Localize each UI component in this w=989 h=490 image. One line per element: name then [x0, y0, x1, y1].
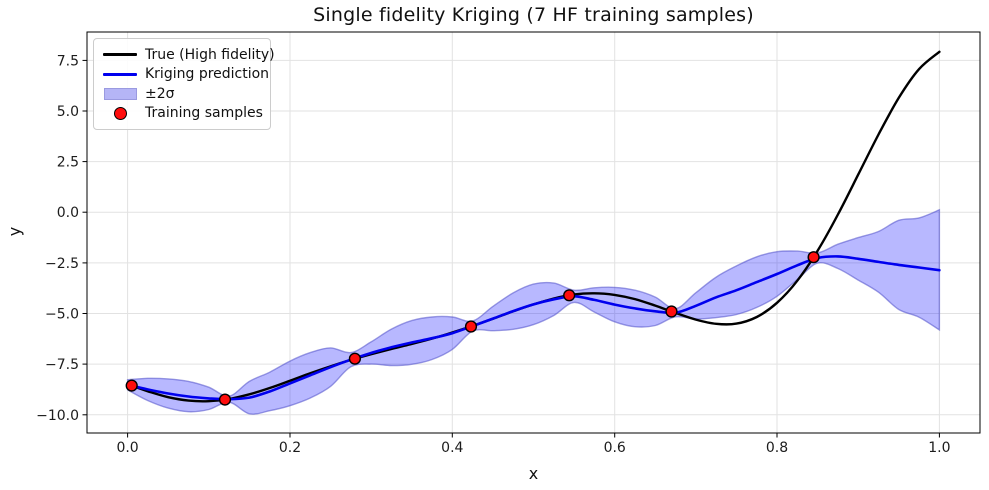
legend-item-true: True (High fidelity) — [102, 45, 275, 65]
y-tick-label: −5.0 — [45, 307, 79, 323]
chart-title: Single fidelity Kriging (7 HF training s… — [313, 4, 754, 26]
legend-item-band: ±2σ — [102, 84, 262, 104]
legend-label: Training samples — [145, 105, 263, 122]
kriging-prediction-curve — [126, 255, 941, 401]
training-sample-point — [464, 320, 478, 333]
x-tick-label: 0.2 — [279, 440, 301, 456]
x-tick-label: 0.4 — [441, 440, 463, 456]
y-tick-label: 2.5 — [57, 155, 79, 171]
y-axis-label: y — [5, 226, 25, 237]
training-sample-point — [807, 251, 820, 264]
x-tick-label: 0.0 — [116, 440, 138, 456]
legend-label: True (High fidelity) — [145, 46, 275, 63]
y-tick-label: 5.0 — [57, 104, 79, 120]
y-tick-label: −10.0 — [36, 408, 79, 424]
training-sample-point — [563, 289, 576, 302]
true-line-swatch-icon — [102, 53, 138, 57]
x-tick-label: 0.8 — [766, 440, 788, 456]
axes-frame — [86, 31, 981, 434]
kriging-line-swatch-icon — [102, 72, 138, 76]
legend-item-kriging: Kriging prediction — [102, 65, 269, 85]
y-tick-label: 0.0 — [57, 205, 79, 221]
training-sample-point — [665, 305, 678, 318]
legend-label: ±2σ — [145, 85, 175, 102]
legend-label: Kriging prediction — [145, 66, 270, 83]
y-tick-label: 7.5 — [57, 53, 79, 69]
legend-item-samples: Training samples — [102, 104, 263, 124]
y-tick-label: −2.5 — [45, 256, 79, 272]
y-tick-label: −7.5 — [45, 357, 79, 373]
legend: True (High fidelity) Kriging prediction … — [93, 38, 275, 130]
training-sample-point — [348, 352, 362, 365]
x-axis-label: x — [528, 464, 539, 483]
x-tick-label: 1.0 — [928, 440, 950, 456]
confidence-band — [126, 208, 941, 415]
x-tick-label: 0.6 — [604, 440, 626, 456]
training-sample-point — [125, 379, 138, 392]
training-sample-point — [218, 393, 232, 406]
training-sample-swatch-icon — [102, 106, 138, 120]
confidence-band-swatch-icon — [102, 87, 138, 100]
